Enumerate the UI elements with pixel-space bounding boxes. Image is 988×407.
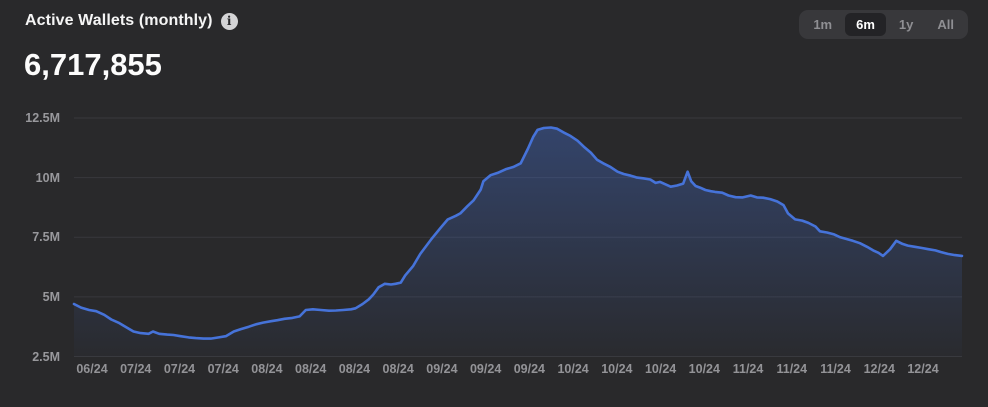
x-axis-label: 10/24 — [601, 362, 633, 376]
y-axis-label: 2.5M — [32, 349, 60, 364]
info-icon-glyph: i — [226, 14, 232, 28]
x-axis-label: 07/24 — [120, 362, 152, 376]
chart-title: Active Wallets (monthly) — [25, 12, 213, 29]
x-axis-label: 11/24 — [732, 362, 764, 376]
range-button-all[interactable]: All — [926, 13, 965, 36]
x-axis-label: 08/24 — [382, 362, 414, 376]
x-axis-label: 11/24 — [820, 362, 851, 376]
info-icon[interactable]: i — [220, 12, 238, 30]
range-button-1m[interactable]: 1m — [802, 13, 843, 36]
y-axis-label: 12.5M — [25, 111, 60, 125]
x-axis-label: 10/24 — [644, 362, 677, 376]
line-series — [72, 126, 964, 340]
current-value: 6,717,855 — [24, 47, 162, 82]
y-axis-label: 5M — [42, 289, 60, 304]
y-axis-label: 10M — [35, 170, 60, 185]
x-axis-label: 07/24 — [163, 362, 196, 376]
card-header: Active Wallets (monthly) i — [25, 12, 238, 30]
x-axis-label: 12/24 — [863, 362, 895, 376]
x-axis-label: 09/24 — [469, 362, 502, 376]
x-axis-label: 08/24 — [338, 362, 371, 376]
x-axis-label: 08/24 — [295, 362, 327, 376]
area-fill — [74, 127, 962, 357]
y-axis-label: 7.5M — [32, 230, 60, 245]
x-axis-label: 06/24 — [76, 362, 108, 376]
x-axis-label: 08/24 — [251, 362, 283, 376]
time-range-selector: 1m 6m 1y All — [799, 10, 968, 39]
x-axis-label: 09/24 — [513, 362, 545, 376]
x-axis-label: 12/24 — [907, 362, 939, 376]
x-axis-label: 10/24 — [557, 362, 589, 376]
x-axis-label: 09/24 — [426, 362, 458, 376]
range-button-6m[interactable]: 6m — [845, 13, 886, 36]
range-button-1y[interactable]: 1y — [888, 13, 924, 36]
x-axis-label: 11/24 — [776, 362, 808, 376]
x-axis-label: 10/24 — [688, 362, 720, 376]
x-axis-label: 07/24 — [207, 362, 239, 376]
